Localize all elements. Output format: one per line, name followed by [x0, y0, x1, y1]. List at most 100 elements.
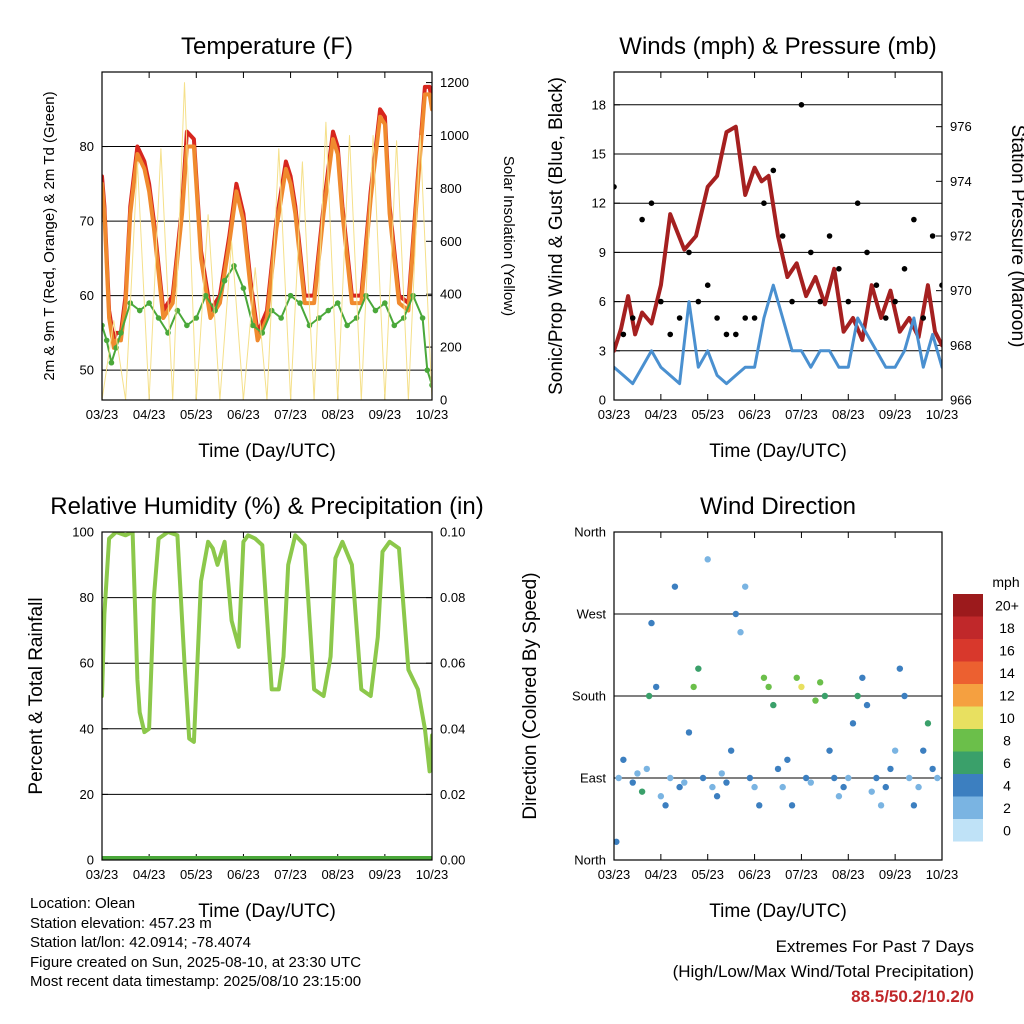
- gust-point: [658, 298, 664, 305]
- gust-point: [882, 315, 889, 321]
- x-tick-label: 03/23: [598, 867, 631, 882]
- x-axis-label: Time (Day/UTC): [709, 441, 847, 462]
- gust-point: [939, 282, 942, 288]
- gust-point: [629, 315, 636, 321]
- y-right-tick-label: 1000: [440, 128, 469, 143]
- y-right-tick-label: 200: [440, 340, 462, 355]
- x-tick-label: 07/23: [274, 867, 307, 882]
- colorbar-label: 20+: [995, 597, 1019, 613]
- gust-point: [854, 200, 861, 206]
- y-axis-right-label: Station Pressure (Maroon): [1007, 125, 1024, 348]
- panel-title: Relative Humidity (%) & Precipitation (i…: [50, 493, 483, 520]
- x-tick-label: 10/23: [416, 407, 449, 422]
- wind-direction-point: [882, 783, 889, 791]
- colorbar-swatch: [953, 594, 983, 617]
- x-tick-label: 09/23: [879, 867, 912, 882]
- gust-point: [901, 266, 908, 272]
- y-tick-label: South: [572, 689, 606, 704]
- wind-direction-point: [629, 779, 636, 786]
- y-tick-label: East: [580, 771, 606, 786]
- recent-timestamp: Most recent data timestamp: 2025/08/10 2…: [30, 973, 362, 990]
- x-tick-label: 05/23: [180, 407, 213, 422]
- panel-title: Winds (mph) & Pressure (mb): [619, 33, 936, 60]
- colorbar-swatch: [953, 661, 983, 684]
- plot-area: [614, 556, 941, 845]
- wind-direction-point: [751, 783, 758, 791]
- wind-direction-point: [732, 610, 740, 618]
- x-tick-label: 04/23: [133, 867, 166, 882]
- x-tick-label: 06/23: [227, 407, 260, 422]
- wind-direction-point: [652, 683, 660, 691]
- x-tick-label: 09/23: [879, 407, 912, 422]
- x-tick-label: 03/23: [598, 407, 631, 422]
- plot-area: [102, 82, 432, 400]
- y-right-tick-label: 600: [440, 234, 462, 249]
- y-right-tick-label: 0.02: [440, 787, 465, 802]
- station-elevation: Station elevation: 457.23 m: [30, 914, 212, 932]
- wind-direction-point: [826, 747, 833, 754]
- y-tick-label: 20: [80, 787, 94, 802]
- wind-direction-point: [812, 697, 819, 704]
- gust-point: [620, 331, 627, 338]
- plot-frame: [613, 71, 943, 401]
- y-tick-label: North: [574, 853, 606, 868]
- plot-area: [102, 532, 432, 860]
- y-tick-label: North: [574, 525, 606, 540]
- extremes-description: (High/Low/Max Wind/Total Precipitation): [672, 962, 974, 981]
- y-right-tick-label: 966: [950, 393, 972, 408]
- x-tick-label: 07/23: [274, 407, 307, 422]
- wind-direction-point: [718, 770, 725, 777]
- gust-point: [817, 298, 823, 305]
- x-tick-label: 05/23: [691, 867, 724, 882]
- gust-point: [695, 298, 702, 305]
- plot-frame: [101, 71, 433, 401]
- wind-direction-point: [756, 802, 763, 809]
- x-tick-label: 06/23: [738, 407, 771, 422]
- y-axis-label: 2m & 9m T (Red, Orange) & 2m Td (Green): [41, 91, 58, 380]
- x-tick-label: 03/23: [86, 407, 119, 422]
- panel-title: Temperature (F): [181, 33, 353, 60]
- wind-direction-point: [774, 765, 782, 773]
- y-right-tick-label: 0.08: [440, 590, 465, 605]
- colorbar-label: 14: [999, 665, 1015, 681]
- wind-direction-point: [695, 665, 702, 672]
- sonic-prop-wind-line: [614, 283, 942, 386]
- extremes-block: Extremes For Past 7 Days (High/Low/Max W…: [673, 934, 974, 1009]
- wind-direction-point: [657, 793, 665, 800]
- gust-point: [892, 298, 898, 305]
- gust-point: [761, 200, 767, 206]
- extremes-title: Extremes For Past 7 Days: [775, 937, 974, 956]
- wind-direction-point: [638, 788, 646, 795]
- y-right-tick-label: 400: [440, 287, 462, 302]
- wind-direction-point: [788, 802, 796, 809]
- wind-direction-point: [699, 774, 707, 782]
- y-right-tick-label: 970: [950, 283, 972, 298]
- y-right-tick-label: 800: [440, 181, 462, 196]
- x-axis-label: Time (Day/UTC): [709, 901, 847, 922]
- figure-created: Figure created on Sun, 2025-08-10, at 23…: [30, 953, 362, 971]
- wind-direction-point: [704, 556, 711, 563]
- y-tick-label: 6: [599, 294, 606, 309]
- wind-direction-point: [770, 701, 777, 709]
- wind-direction-point: [802, 774, 810, 782]
- wind-direction-point: [896, 665, 904, 672]
- gust-point: [826, 233, 833, 239]
- humidity-panel: Relative Humidity (%) & Precipitation (i…: [26, 493, 484, 922]
- wind-direction-point: [713, 793, 721, 800]
- x-tick-label: 07/23: [785, 867, 818, 882]
- x-tick-label: 08/23: [321, 867, 354, 882]
- wind-direction-point: [760, 674, 768, 681]
- x-axis-label: Time (Day/UTC): [198, 441, 336, 462]
- wind-direction-point: [877, 802, 885, 809]
- gust-point: [742, 315, 748, 321]
- gust-point: [864, 249, 870, 256]
- wind-direction-point: [924, 720, 932, 727]
- wind-direction-point: [873, 774, 880, 782]
- wind-direction-point: [934, 774, 941, 782]
- wind-direction-point: [863, 701, 871, 709]
- x-tick-label: 10/23: [926, 867, 959, 882]
- gust-point: [911, 216, 917, 223]
- y-right-tick-label: 0.04: [440, 721, 465, 736]
- gust-point: [873, 282, 880, 289]
